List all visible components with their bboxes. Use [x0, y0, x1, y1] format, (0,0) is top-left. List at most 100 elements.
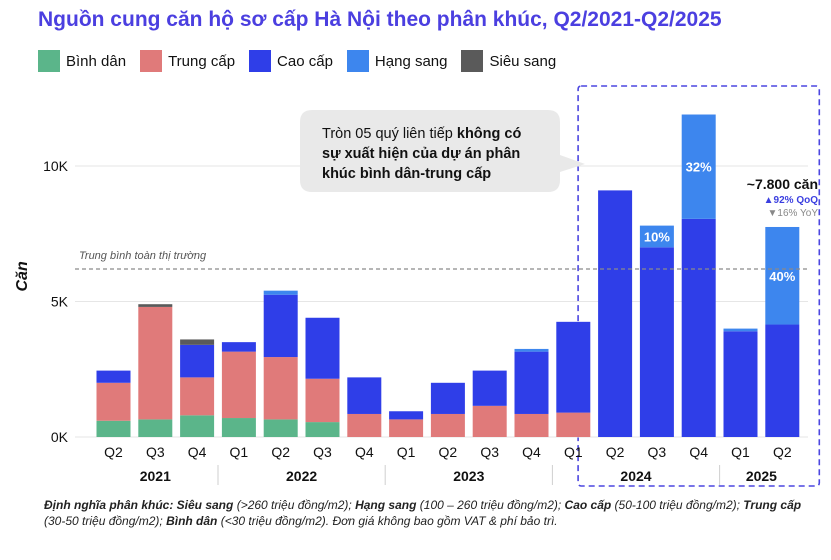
callout-text-span: không có [457, 126, 522, 142]
legend-label: Hạng sang [374, 52, 448, 70]
callout-bubble [300, 110, 585, 192]
bar-segment [723, 331, 758, 437]
legend-swatch [249, 50, 272, 72]
legend-label: Trung cấp [168, 52, 236, 70]
x-tick-label: Q1 [397, 444, 416, 460]
callout-text-span: sự xuất hiện của dự án phân [322, 146, 520, 162]
bar-segment [221, 351, 256, 419]
x-tick-label: Q4 [355, 444, 374, 460]
bar-data-label: 10% [644, 229, 670, 244]
year-label: 2022 [286, 468, 317, 484]
x-tick-label: Q3 [648, 444, 667, 460]
bar-segment [514, 351, 549, 414]
legend-swatch [461, 50, 484, 72]
x-tick-label: Q2 [773, 444, 792, 460]
x-tick-label: Q1 [230, 444, 249, 460]
x-tick-label: Q4 [188, 444, 207, 460]
bar-segment [472, 405, 507, 437]
stacked-bar-chart: 0K 5K 10K Căn 10% 32% 40% Trung bình toàn thị t… [14, 85, 821, 487]
legend-label: Cao cấp [277, 52, 333, 70]
x-tick-label: Q3 [480, 444, 499, 460]
bar-segment [430, 413, 465, 437]
bar-segment [180, 415, 215, 437]
footnote-text: (30-50 triệu đồng/m2); [44, 514, 167, 528]
bar-segment [263, 290, 298, 295]
x-tick-label: Q2 [606, 444, 625, 460]
bar-segment [598, 190, 633, 437]
bar-segment [138, 304, 173, 307]
bar-segment [180, 344, 215, 378]
x-tick-label: Q4 [522, 444, 541, 460]
y-tick-label: 10K [43, 158, 69, 174]
bar-segment [389, 411, 424, 420]
bar-segment [765, 324, 800, 437]
bar-segment [180, 339, 215, 345]
bar-segment [305, 378, 340, 423]
bar-segment [305, 317, 340, 379]
footnote: Định nghĩa phân khúc: Siêu sang (>260 tr… [44, 497, 804, 529]
bar-segment [263, 357, 298, 420]
footnote-text: (100 – 260 triệu đồng/m2); [416, 498, 565, 512]
highlight-box [577, 85, 821, 487]
bar-segment [639, 247, 674, 437]
bar-segment [556, 412, 591, 437]
bar-segment [221, 418, 256, 437]
y-axis-label: Căn [14, 261, 31, 291]
footnote-bold: Bình dân [166, 514, 218, 528]
legend-swatch [38, 50, 60, 72]
year-label: 2021 [140, 468, 171, 484]
bar-segment [96, 420, 131, 437]
year-label: 2023 [453, 468, 484, 484]
bar-segment [221, 342, 256, 352]
bar-data-label: 32% [686, 160, 712, 175]
annotation-qoq: ▲92% QoQ [764, 195, 819, 206]
year-label: 2024 [620, 468, 651, 484]
bar-segment [765, 226, 800, 325]
legend-item-trung-cap: Trung cấp [140, 50, 235, 72]
footnote-bold: Cao cấp [564, 498, 612, 512]
callout-text: khúc bình dân-trung cấp [322, 166, 491, 182]
bar-segment [347, 377, 382, 414]
bar-segment [514, 413, 549, 437]
bar-segment [556, 321, 591, 413]
x-tick-label: Q2 [271, 444, 290, 460]
x-tick-label: Q3 [146, 444, 165, 460]
callout-text-span: khúc bình dân-trung cấp [322, 166, 491, 182]
bar-segment [305, 422, 340, 437]
bar-data-label: 40% [769, 269, 795, 284]
year-label: 2025 [746, 468, 777, 484]
legend-label: Siêu sang [489, 52, 557, 70]
bar-segment [472, 370, 507, 406]
x-tick-label: Q3 [313, 444, 332, 460]
annotation-total: ~7.800 căn [747, 176, 818, 192]
bar-segment [430, 382, 465, 414]
average-line-label: Trung bình toàn thị trường [79, 250, 207, 262]
legend-item-cao-cap: Cao cấp [249, 50, 333, 72]
chart-title: Nguồn cung căn hộ sơ cấp Hà Nội theo phâ… [38, 8, 722, 31]
x-tick-label: Q2 [439, 444, 458, 460]
bar-segment [180, 377, 215, 416]
footnote-bold: Trung cấp [743, 498, 802, 512]
legend-item-sieu-sang: Siêu sang [461, 50, 556, 72]
legend-label: Bình dân [66, 52, 127, 70]
bar-segment [138, 419, 173, 437]
bar-segment [263, 419, 298, 437]
legend-item-binh-dan: Bình dân [38, 50, 126, 72]
bar-segment [347, 413, 382, 437]
footnote-bold: Hạng sang [355, 498, 417, 512]
bar-segment [681, 114, 716, 219]
bar-segment [514, 348, 549, 352]
bar-segment [138, 306, 173, 420]
bar-segment [639, 225, 674, 248]
legend-swatch [346, 50, 369, 72]
legend-item-hang-sang: Hạng sang [346, 50, 448, 72]
bar-segment [96, 370, 131, 383]
x-tick-label: Q1 [731, 444, 750, 460]
callout-text-span: Tròn 05 quý liên tiếp [322, 126, 457, 142]
bar-segment [723, 328, 758, 332]
x-tick-label: Q2 [104, 444, 123, 460]
callout-text: Tròn 05 quý liên tiếp không có [322, 126, 521, 142]
footnote-bold: Định nghĩa phân khúc: Siêu sang [44, 498, 234, 512]
x-tick-label: Q1 [564, 444, 583, 460]
y-tick-label: 5K [51, 294, 69, 310]
